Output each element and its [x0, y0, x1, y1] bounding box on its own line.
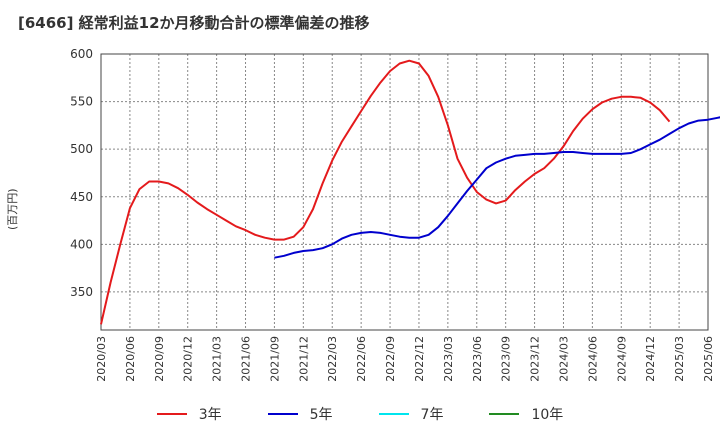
x-tick-label: 2020/03: [95, 336, 108, 382]
x-tick-label: 2024/03: [557, 336, 570, 382]
plot-frame: [100, 53, 709, 331]
x-tick-label: 2020/09: [153, 336, 166, 382]
x-tick-label: 2021/03: [211, 336, 224, 382]
x-tick-label: 2025/06: [702, 336, 715, 382]
x-tick-label: 2023/06: [471, 336, 484, 382]
x-tick-label: 2025/03: [673, 336, 686, 382]
x-tick-label: 2024/09: [615, 336, 628, 382]
y-tick-label: 400: [70, 237, 93, 251]
legend-label-10y: 10年: [531, 407, 564, 423]
x-tick-label: 2022/09: [384, 336, 397, 382]
y-tick-label: 350: [70, 285, 93, 299]
legend-swatch-5y: [267, 413, 298, 415]
x-tick-label: 2022/12: [413, 336, 426, 382]
x-tick-label: 2024/12: [644, 336, 657, 382]
legend-label-5y: 5年: [309, 407, 333, 423]
legend-item-3y: 3年: [156, 404, 222, 424]
x-tick-label: 2023/09: [500, 336, 513, 382]
chart-title: [6466] 経常利益12か月移動合計の標準偏差の推移: [18, 14, 370, 32]
y-tick-label: 550: [70, 95, 93, 109]
legend-label-7y: 7年: [420, 407, 444, 423]
legend: 3年 5年 7年 10年: [0, 404, 720, 424]
y-tick-label: 450: [70, 190, 93, 204]
legend-swatch-10y: [489, 413, 520, 415]
x-tick-label: 2023/12: [529, 336, 542, 382]
legend-item-5y: 5年: [267, 404, 333, 424]
y-tick-label: 500: [70, 142, 93, 156]
legend-swatch-3y: [156, 413, 187, 415]
x-tick-label: 2020/12: [182, 336, 195, 382]
legend-item-7y: 7年: [378, 404, 444, 424]
y-tick-label: 600: [70, 47, 93, 61]
legend-item-10y: 10年: [489, 404, 563, 424]
x-tick-label: 2020/06: [124, 336, 137, 382]
x-tick-label: 2023/03: [442, 336, 455, 382]
x-tick-label: 2021/09: [268, 336, 281, 382]
x-tick-label: 2021/12: [297, 336, 310, 382]
series-line-0: [100, 59, 671, 325]
x-tick-label: 2022/03: [326, 336, 339, 382]
series-line-1: [274, 116, 720, 259]
x-tick-label: 2022/06: [355, 336, 368, 382]
x-tick-label: 2024/06: [586, 336, 599, 382]
legend-label-3y: 3年: [198, 407, 222, 423]
legend-swatch-7y: [378, 413, 409, 415]
x-tick-label: 2021/06: [240, 336, 253, 382]
